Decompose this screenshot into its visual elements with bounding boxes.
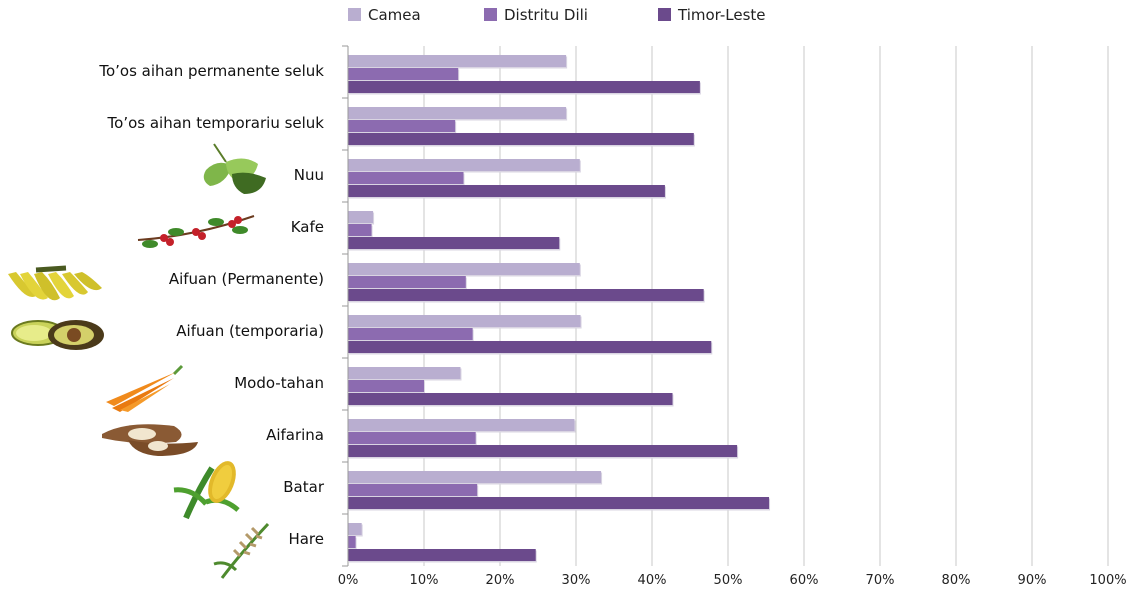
corn-icon [173, 461, 240, 520]
bar-camea [348, 471, 602, 483]
category-icons [8, 143, 270, 579]
legend-label: Timor-Leste [677, 6, 766, 24]
bar-timor-leste [348, 81, 700, 93]
x-tick-label: 40% [638, 573, 667, 588]
legend: Camea Distritu Dili Timor-Leste [348, 6, 766, 24]
bar-camea [348, 55, 567, 67]
bar-camea [348, 523, 362, 535]
x-tick-label: 60% [790, 573, 819, 588]
bar-distritu-dili [348, 172, 464, 184]
category-label: To’os aihan temporariu seluk [107, 114, 325, 132]
x-axis: 0% 10% 20% 30% 40% 50% 60% 70% 80% 90% 100% [338, 45, 1127, 588]
legend-swatch [348, 8, 361, 21]
cassava-icon [102, 424, 198, 456]
bar-camea [348, 211, 374, 223]
x-tick-label: 20% [486, 573, 515, 588]
bar-timor-leste [348, 133, 694, 145]
x-tick-label: 50% [714, 573, 743, 588]
bar-camea [348, 367, 461, 379]
banana-bunch-icon [8, 265, 102, 301]
x-tick-label: 10% [410, 573, 439, 588]
bar-distritu-dili [348, 120, 456, 132]
category-label: Modo-tahan [234, 374, 324, 392]
bar-distritu-dili [348, 328, 473, 340]
legend-label: Camea [368, 6, 421, 24]
bar-timor-leste [348, 445, 738, 457]
bar-distritu-dili [348, 536, 356, 548]
rice-stalk-icon [213, 522, 270, 579]
category-label: Aifarina [266, 426, 324, 444]
coconut-leaf-icon [203, 143, 266, 194]
legend-swatch [658, 8, 671, 21]
bar-timor-leste [348, 393, 673, 405]
bar-camea [348, 107, 567, 119]
x-tick-label: 70% [866, 573, 895, 588]
bar-distritu-dili [348, 432, 476, 444]
avocado-icon [11, 320, 104, 350]
category-labels: To’os aihan permanente seluk To’os aihan … [98, 62, 324, 548]
bar-distritu-dili [348, 380, 424, 392]
x-tick-label: 90% [1018, 573, 1047, 588]
x-tick-label: 0% [338, 573, 359, 588]
category-label: Nuu [294, 166, 324, 184]
coffee-branch-icon [137, 215, 255, 248]
bar-timor-leste [348, 549, 536, 561]
bar-camea [348, 159, 580, 171]
bar-distritu-dili [348, 276, 466, 288]
legend-label: Distritu Dili [504, 6, 588, 24]
category-label: Aifuan (Permanente) [169, 270, 324, 288]
bar-distritu-dili [348, 484, 478, 496]
legend-swatch [484, 8, 497, 21]
category-label: Batar [283, 478, 325, 496]
bar-timor-leste [348, 237, 560, 249]
category-label: Hare [288, 530, 324, 548]
carrots-icon [106, 364, 184, 412]
x-tick-label: 30% [562, 573, 591, 588]
bar-distritu-dili [348, 224, 372, 236]
bar-timor-leste [348, 497, 770, 509]
bar-timor-leste [348, 289, 704, 301]
bars [348, 55, 771, 563]
bar-timor-leste [348, 185, 665, 197]
category-label: To’os aihan permanente seluk [98, 62, 324, 80]
bar-camea [348, 315, 581, 327]
bar-camea [348, 263, 580, 275]
bar-camea [348, 419, 575, 431]
x-tick-label: 100% [1089, 573, 1126, 588]
bar-distritu-dili [348, 68, 459, 80]
category-label: Kafe [291, 218, 324, 236]
x-tick-label: 80% [942, 573, 971, 588]
grid-lines [423, 46, 1109, 566]
category-label: Aifuan (temporaria) [176, 322, 324, 340]
bar-timor-leste [348, 341, 712, 353]
